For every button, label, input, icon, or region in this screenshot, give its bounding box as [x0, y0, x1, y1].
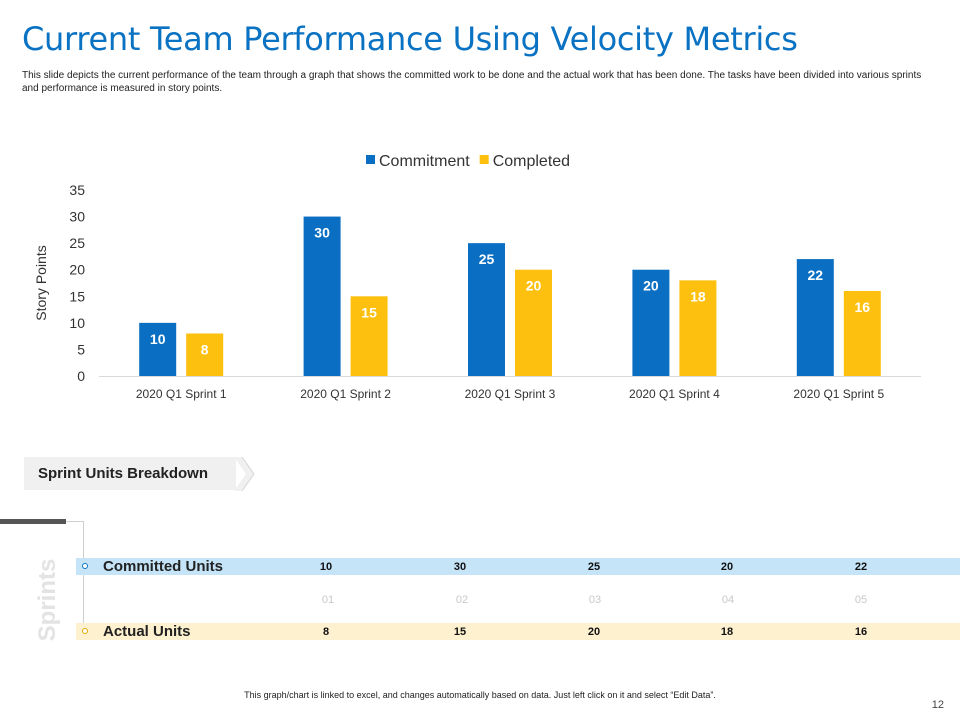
data-label-commitment-1: 10	[150, 331, 166, 347]
committed-value-sprint-1: 10	[319, 561, 333, 573]
y-axis-title: Story Points	[33, 245, 49, 320]
x-tick-label: 2020 Q1 Sprint 5	[793, 387, 884, 401]
y-tick-label: 0	[77, 368, 85, 384]
data-label-completed-3: 20	[526, 278, 542, 294]
x-tick-label: 2020 Q1 Sprint 3	[465, 387, 556, 401]
sprint-number-3: 03	[588, 594, 602, 606]
data-label-completed-1: 8	[201, 341, 209, 357]
y-tick-label: 20	[69, 262, 85, 278]
committed-units-label: Committed Units	[103, 558, 223, 575]
y-tick-label: 30	[69, 209, 85, 225]
page-title: Current Team Performance Using Velocity …	[22, 20, 798, 58]
page-number: 12	[931, 699, 944, 711]
bar-completed-5	[843, 290, 881, 376]
committed-units-row	[76, 558, 960, 575]
committed-value-sprint-5: 22	[854, 561, 868, 573]
sprint-number-4: 04	[721, 594, 735, 606]
y-tick-label: 10	[69, 315, 85, 331]
y-tick-label: 5	[77, 341, 85, 357]
actual-value-sprint-4: 18	[720, 626, 734, 638]
data-label-commitment-4: 20	[643, 278, 659, 294]
sprint-number-5: 05	[854, 594, 868, 606]
bar-commitment-1	[139, 322, 177, 376]
velocity-bar-chart: 0 5 10 15 20 25 30 35 Story Points 10 8 2020 Q1 Spr…	[33, 153, 921, 401]
legend-swatch-completed	[479, 155, 489, 164]
data-label-commitment-2: 30	[314, 225, 330, 241]
committed-value-sprint-4: 20	[720, 561, 734, 573]
actual-value-sprint-2: 15	[453, 626, 467, 638]
y-tick-label: 25	[69, 235, 85, 251]
data-label-completed-4: 18	[690, 288, 706, 304]
chevron-right-icon	[234, 456, 255, 492]
legend-label-commitment: Commitment	[379, 153, 470, 170]
bar-completed-3	[515, 269, 552, 376]
actual-bullet-icon	[82, 628, 88, 634]
actual-value-sprint-1: 8	[322, 626, 330, 638]
committed-value-sprint-2: 30	[453, 561, 467, 573]
data-label-commitment-3: 25	[479, 251, 495, 267]
sprint-number-2: 02	[455, 594, 469, 606]
bar-completed-4	[679, 280, 717, 376]
y-tick-label: 35	[69, 182, 85, 198]
actual-units-label: Actual Units	[103, 623, 191, 640]
legend-swatch-commitment	[366, 155, 375, 164]
slide-description: This slide depicts the current performan…	[22, 70, 922, 94]
actual-value-sprint-5: 16	[854, 626, 868, 638]
x-tick-label: 2020 Q1 Sprint 2	[300, 387, 391, 401]
x-tick-label: 2020 Q1 Sprint 4	[629, 387, 720, 401]
data-label-completed-5: 16	[855, 299, 871, 315]
bar-completed-1	[186, 333, 224, 376]
data-label-commitment-5: 22	[808, 267, 824, 283]
bar-commitment-5	[796, 259, 834, 376]
section-divider-line	[66, 521, 84, 522]
bar-commitment-3	[468, 243, 505, 376]
data-label-completed-2: 15	[361, 304, 377, 320]
committed-value-sprint-3: 25	[587, 561, 601, 573]
x-tick-label: 2020 Q1 Sprint 1	[136, 387, 227, 401]
bar-commitment-4	[632, 269, 670, 376]
actual-units-row	[76, 623, 960, 640]
section-vertical-line	[83, 521, 84, 639]
sprints-side-label: Sprints	[34, 558, 61, 642]
y-tick-label: 15	[69, 288, 85, 304]
actual-value-sprint-3: 20	[587, 626, 601, 638]
sprint-units-breakdown-tab: Sprint Units Breakdown	[24, 457, 236, 490]
bar-commitment-2	[303, 216, 341, 376]
sprint-number-1: 01	[321, 594, 335, 606]
bar-completed-2	[350, 296, 388, 376]
committed-bullet-icon	[82, 563, 88, 569]
section-divider-accent	[0, 519, 66, 524]
footer-note: This graph/chart is linked to excel, and…	[244, 690, 716, 700]
legend-label-completed: Completed	[493, 153, 570, 170]
